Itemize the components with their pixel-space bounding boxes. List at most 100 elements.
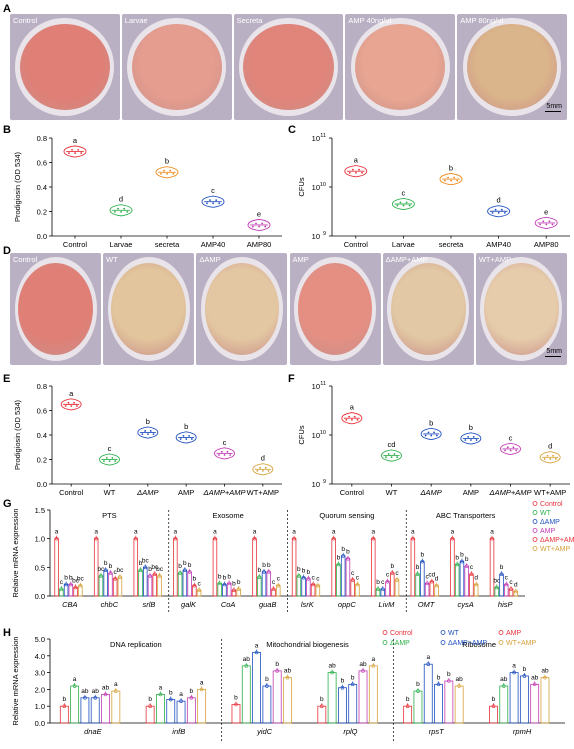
data-point bbox=[513, 589, 518, 594]
data-point bbox=[430, 579, 434, 584]
data-point bbox=[232, 588, 236, 593]
data-point bbox=[160, 173, 162, 175]
bar bbox=[454, 564, 460, 597]
data-point bbox=[285, 675, 290, 680]
legend-marker bbox=[382, 640, 388, 645]
bar bbox=[117, 576, 123, 597]
y-tick-label: 2.0 bbox=[35, 685, 45, 694]
data-point bbox=[435, 434, 438, 437]
bar bbox=[410, 538, 416, 597]
data-point bbox=[163, 169, 165, 172]
significance-letter: b bbox=[257, 567, 261, 574]
y-axis-label: Relative mRNA expression bbox=[11, 508, 20, 597]
y-tick-label: 10 bbox=[312, 134, 320, 143]
y-tick-label: 1.5 bbox=[35, 506, 45, 515]
x-tick-label: oppC bbox=[338, 600, 357, 609]
data-point bbox=[506, 446, 509, 449]
significance-letter: a bbox=[73, 136, 78, 145]
data-point bbox=[512, 446, 515, 449]
panel-letter-f: F bbox=[288, 373, 295, 385]
data-point bbox=[532, 682, 537, 687]
data-point bbox=[94, 536, 98, 541]
violin bbox=[487, 205, 511, 218]
significance-letter: b bbox=[178, 563, 182, 570]
x-tick-label: rpsT bbox=[429, 727, 445, 736]
colony-lawn bbox=[297, 263, 373, 355]
significance-letter: a bbox=[372, 656, 376, 663]
data-point bbox=[71, 148, 73, 151]
y-tick-exponent: 11 bbox=[320, 381, 326, 387]
bar bbox=[424, 582, 430, 597]
bar bbox=[317, 705, 327, 724]
data-point bbox=[143, 565, 148, 570]
significance-letter: a bbox=[451, 529, 455, 536]
bar bbox=[371, 538, 376, 597]
y-tick-label: 0.0 bbox=[37, 232, 47, 241]
bar bbox=[327, 672, 337, 724]
y-tick-label: 10 bbox=[312, 431, 320, 440]
data-point bbox=[103, 692, 108, 697]
data-point bbox=[411, 536, 415, 541]
significance-letter: bc bbox=[77, 576, 85, 583]
y-tick-exponent: 9 bbox=[323, 479, 326, 485]
legend-entry: ΔAMP bbox=[390, 640, 410, 647]
y-tick-exponent: 10 bbox=[320, 182, 326, 188]
significance-letter: a bbox=[73, 676, 77, 683]
data-point bbox=[217, 581, 222, 586]
legend-entry: ΔAMP bbox=[540, 519, 560, 526]
significance-letter: a bbox=[371, 529, 375, 536]
significance-letter: b bbox=[523, 666, 527, 673]
data-point bbox=[120, 210, 123, 213]
bar bbox=[494, 587, 500, 597]
plate-label: AMP 40ng/ul bbox=[348, 16, 392, 25]
data-point bbox=[361, 171, 363, 174]
x-tick-label: AMP40 bbox=[201, 240, 226, 249]
significance-letter: b bbox=[455, 554, 459, 561]
bar bbox=[291, 538, 297, 597]
violin bbox=[539, 451, 561, 464]
data-point bbox=[168, 697, 173, 702]
legend-entry: ΔAMP+AMP bbox=[540, 537, 574, 544]
significance-letter: ab bbox=[456, 676, 464, 683]
data-point bbox=[68, 152, 70, 154]
data-point bbox=[522, 674, 527, 678]
data-point bbox=[73, 401, 75, 404]
data-point bbox=[264, 466, 267, 469]
data-point bbox=[199, 687, 204, 692]
x-tick-label: ΔAMP+AMP bbox=[489, 488, 532, 497]
bar bbox=[331, 538, 336, 597]
x-tick-label: ΔAMP+AMP bbox=[203, 488, 246, 497]
data-point bbox=[264, 225, 267, 228]
data-point bbox=[149, 430, 152, 432]
group-label: Exosome bbox=[212, 511, 243, 520]
data-point bbox=[393, 453, 396, 455]
plate-label: Larvae bbox=[124, 16, 148, 25]
data-point bbox=[380, 587, 385, 591]
data-point bbox=[346, 556, 350, 561]
bar bbox=[336, 564, 341, 597]
significance-letter: b bbox=[390, 563, 394, 570]
data-point bbox=[371, 536, 376, 541]
data-point bbox=[515, 449, 518, 452]
y-tick-label: 0.6 bbox=[37, 407, 47, 416]
violin bbox=[99, 453, 120, 466]
x-tick-label: dnaE bbox=[84, 727, 103, 736]
data-point bbox=[59, 587, 64, 591]
data-point bbox=[469, 572, 474, 577]
y-tick-exponent: 9 bbox=[323, 231, 326, 237]
data-point bbox=[430, 434, 433, 437]
data-point bbox=[345, 418, 348, 421]
bar bbox=[226, 582, 232, 597]
legend-entry: Control bbox=[540, 501, 563, 508]
significance-letter: c bbox=[316, 576, 320, 583]
y-tick-label: 0.8 bbox=[37, 382, 47, 391]
violin bbox=[175, 431, 197, 444]
x-tick-label: Control bbox=[344, 240, 369, 249]
significance-letter: ab bbox=[92, 688, 100, 695]
violin bbox=[252, 463, 274, 476]
significance-letter: ab bbox=[102, 684, 110, 691]
data-point bbox=[470, 439, 472, 441]
violin bbox=[201, 195, 225, 208]
significance-letter: b bbox=[437, 674, 441, 681]
plate-label: WT bbox=[106, 255, 118, 264]
